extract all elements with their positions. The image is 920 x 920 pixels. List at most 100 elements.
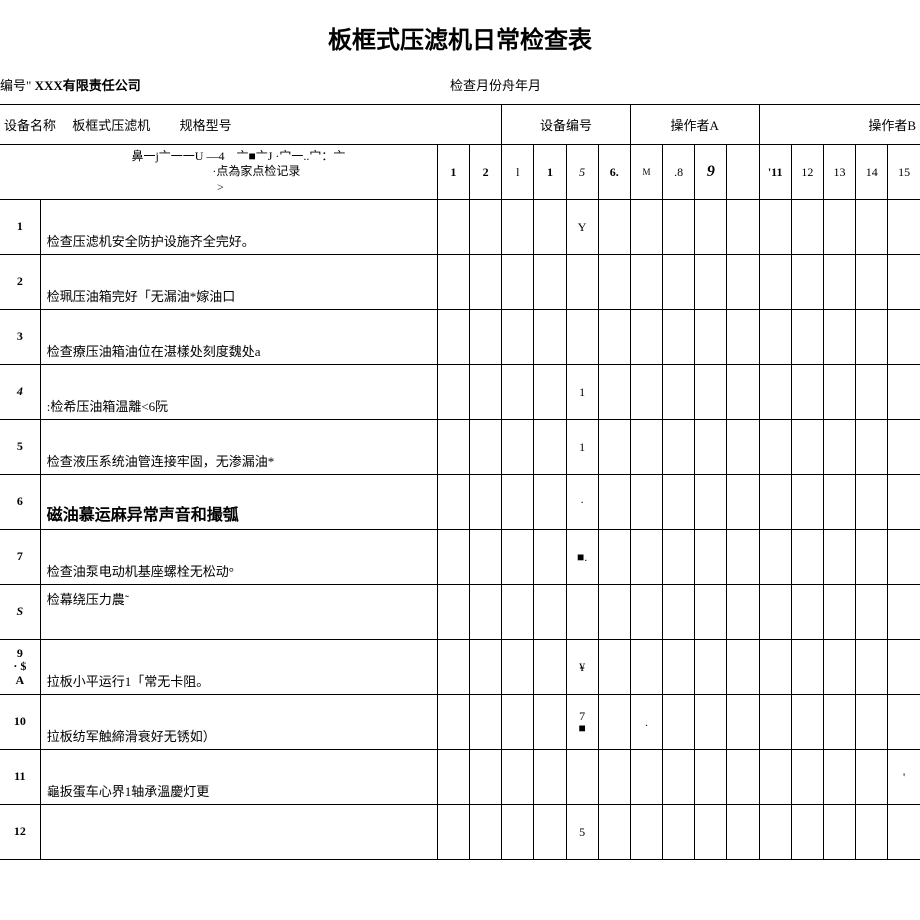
day-header-3: l [502, 145, 534, 200]
check-cell [502, 475, 534, 530]
check-cell [630, 255, 662, 310]
check-cell: ■. [566, 530, 598, 585]
check-cell: 7 ■ [566, 695, 598, 750]
table-row: 125 [0, 805, 920, 860]
table-row: 11龜扳蛋车心界1轴承溫慶灯更' [0, 750, 920, 805]
check-cell [630, 365, 662, 420]
check-cell [823, 310, 855, 365]
check-cell [502, 695, 534, 750]
day-header-4: 1 [534, 145, 566, 200]
check-cell [663, 805, 695, 860]
check-cell [502, 200, 534, 255]
check-cell [695, 310, 727, 365]
check-cell [695, 365, 727, 420]
check-cell [856, 255, 888, 310]
check-cell [437, 475, 469, 530]
check-cell: ¥ [566, 640, 598, 695]
check-cell [663, 750, 695, 805]
check-cell [888, 420, 920, 475]
check-cell [663, 200, 695, 255]
row-description [40, 805, 437, 860]
day-header-13: 13 [823, 145, 855, 200]
row-description: 检查压滤机安全防护设施齐全完好。 [40, 200, 437, 255]
table-row: 5检查液压系统油管连接牢固，无渗漏油*1 [0, 420, 920, 475]
check-cell [856, 750, 888, 805]
check-cell [791, 420, 823, 475]
table-row: 3检查療压油箱油位在湛樣处刻度魏处a [0, 310, 920, 365]
row-number: 7 [0, 530, 40, 585]
check-cell [727, 200, 759, 255]
check-cell [598, 585, 630, 640]
header-right: 检查月份舟年月 [450, 75, 541, 94]
check-cell [791, 695, 823, 750]
check-cell [727, 365, 759, 420]
check-cell [470, 200, 502, 255]
check-cell [437, 310, 469, 365]
check-cell [630, 750, 662, 805]
check-cell [566, 585, 598, 640]
check-cell [502, 310, 534, 365]
col-header-left: 鼻一j亠一一U —4 亠■亠J ·宀一..宀：亠 ·点為家点检记录 > [0, 145, 437, 200]
check-cell [695, 585, 727, 640]
check-cell [759, 695, 791, 750]
day-header-5: 5 [566, 145, 598, 200]
row-description: 检珮压油箱完好「无漏油*嫁油口 [40, 255, 437, 310]
check-cell [856, 365, 888, 420]
row-number: 4 [0, 365, 40, 420]
check-cell [663, 640, 695, 695]
check-cell [470, 585, 502, 640]
device-name-label: 设备名称 [4, 118, 56, 133]
row-number: 6 [0, 475, 40, 530]
check-cell [759, 585, 791, 640]
row-description: 检幕绕压力農˜ [40, 585, 437, 640]
check-cell [502, 805, 534, 860]
check-cell [534, 200, 566, 255]
row-number: 10 [0, 695, 40, 750]
check-cell [759, 310, 791, 365]
check-cell [470, 695, 502, 750]
day-header-9: 9 [695, 145, 727, 200]
check-cell [663, 310, 695, 365]
check-cell [663, 530, 695, 585]
header-left-prefix: 编号" [0, 78, 31, 93]
check-cell [856, 310, 888, 365]
check-cell [534, 750, 566, 805]
check-cell [598, 365, 630, 420]
check-cell [888, 200, 920, 255]
info-row: 设备名称 板框式压滤机 规格型号 设备编号 操作者A 操作者B [0, 105, 920, 145]
device-number-cell: 设备编号 [502, 105, 631, 145]
operator-b-label: 操作者B [868, 118, 916, 133]
check-cell [437, 640, 469, 695]
check-cell [470, 750, 502, 805]
row-number: 3 [0, 310, 40, 365]
row-number: 1 [0, 200, 40, 255]
check-cell [534, 530, 566, 585]
check-cell [502, 640, 534, 695]
check-cell: Y [566, 200, 598, 255]
device-name-value: 板框式压滤机 [72, 118, 150, 133]
check-cell [759, 750, 791, 805]
day-header-2: 2 [470, 145, 502, 200]
check-cell [630, 530, 662, 585]
check-cell [695, 805, 727, 860]
spec-label: 规格型号 [180, 118, 232, 133]
check-cell [695, 695, 727, 750]
check-cell [759, 530, 791, 585]
check-cell: 5 [566, 805, 598, 860]
check-cell [470, 420, 502, 475]
check-cell [663, 255, 695, 310]
check-cell [759, 365, 791, 420]
check-cell [630, 805, 662, 860]
check-cell [727, 255, 759, 310]
day-header-10 [727, 145, 759, 200]
day-header-15: 15 [888, 145, 920, 200]
check-cell [888, 255, 920, 310]
check-cell [888, 805, 920, 860]
check-cell [856, 475, 888, 530]
check-cell [630, 200, 662, 255]
operator-a-label: 操作者A [671, 118, 719, 133]
check-cell [888, 530, 920, 585]
check-cell [534, 640, 566, 695]
check-cell [437, 805, 469, 860]
check-cell [630, 310, 662, 365]
